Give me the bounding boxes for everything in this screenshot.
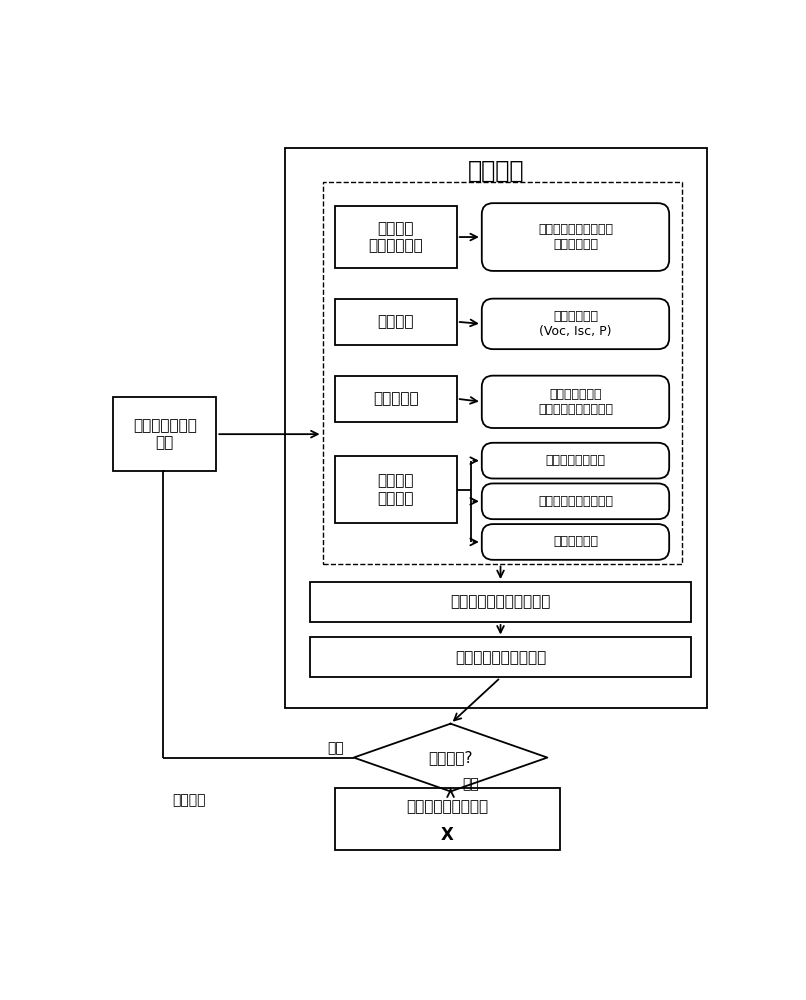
Text: 新的设计变量参
数值: 新的设计变量参 数值 xyxy=(133,418,197,450)
Text: 输出设计优化结果：: 输出设计优化结果： xyxy=(406,799,488,814)
Text: 太阳辐射
环境温度条件: 太阳辐射 环境温度条件 xyxy=(368,221,423,253)
Text: 当地经济参数: 当地经济参数 xyxy=(553,535,598,548)
Text: 光伏电池: 光伏电池 xyxy=(378,314,414,329)
FancyBboxPatch shape xyxy=(310,637,691,677)
FancyBboxPatch shape xyxy=(285,148,707,708)
Text: 遗传算法: 遗传算法 xyxy=(172,794,206,808)
FancyBboxPatch shape xyxy=(482,443,669,479)
Text: X: X xyxy=(441,826,454,844)
Text: 一年中光照、环境温度
条件实测数据: 一年中光照、环境温度 条件实测数据 xyxy=(538,223,613,251)
Text: 光伏电站额定功率: 光伏电站额定功率 xyxy=(546,454,605,467)
FancyBboxPatch shape xyxy=(482,483,669,519)
FancyBboxPatch shape xyxy=(113,397,216,471)
FancyBboxPatch shape xyxy=(482,524,669,560)
FancyBboxPatch shape xyxy=(335,788,560,850)
Text: 数学模型: 数学模型 xyxy=(467,159,524,183)
FancyBboxPatch shape xyxy=(335,376,457,422)
Text: 是的: 是的 xyxy=(462,777,479,791)
FancyBboxPatch shape xyxy=(482,299,669,349)
Text: 光伏逆变器规格
（额定功率、效率等）: 光伏逆变器规格 （额定功率、效率等） xyxy=(538,388,613,416)
FancyBboxPatch shape xyxy=(335,456,457,523)
Text: 光伏逆变器: 光伏逆变器 xyxy=(373,391,418,406)
Text: 光伏电站设备费用参数: 光伏电站设备费用参数 xyxy=(538,495,613,508)
FancyBboxPatch shape xyxy=(482,376,669,428)
FancyBboxPatch shape xyxy=(310,582,691,622)
Text: 光伏设备
安装场地: 光伏设备 安装场地 xyxy=(378,473,414,506)
FancyBboxPatch shape xyxy=(322,182,682,564)
FancyBboxPatch shape xyxy=(482,203,669,271)
Text: 最佳结果?: 最佳结果? xyxy=(428,750,473,765)
Text: 不是: 不是 xyxy=(327,741,344,755)
FancyBboxPatch shape xyxy=(335,299,457,345)
FancyBboxPatch shape xyxy=(335,206,457,268)
Text: 计算光伏电站的电能生产: 计算光伏电站的电能生产 xyxy=(451,595,550,610)
Text: 光伏电池规格
(Voc, Isc, P): 光伏电池规格 (Voc, Isc, P) xyxy=(539,310,612,338)
Text: 计算光伏电站目标函数: 计算光伏电站目标函数 xyxy=(455,650,546,665)
